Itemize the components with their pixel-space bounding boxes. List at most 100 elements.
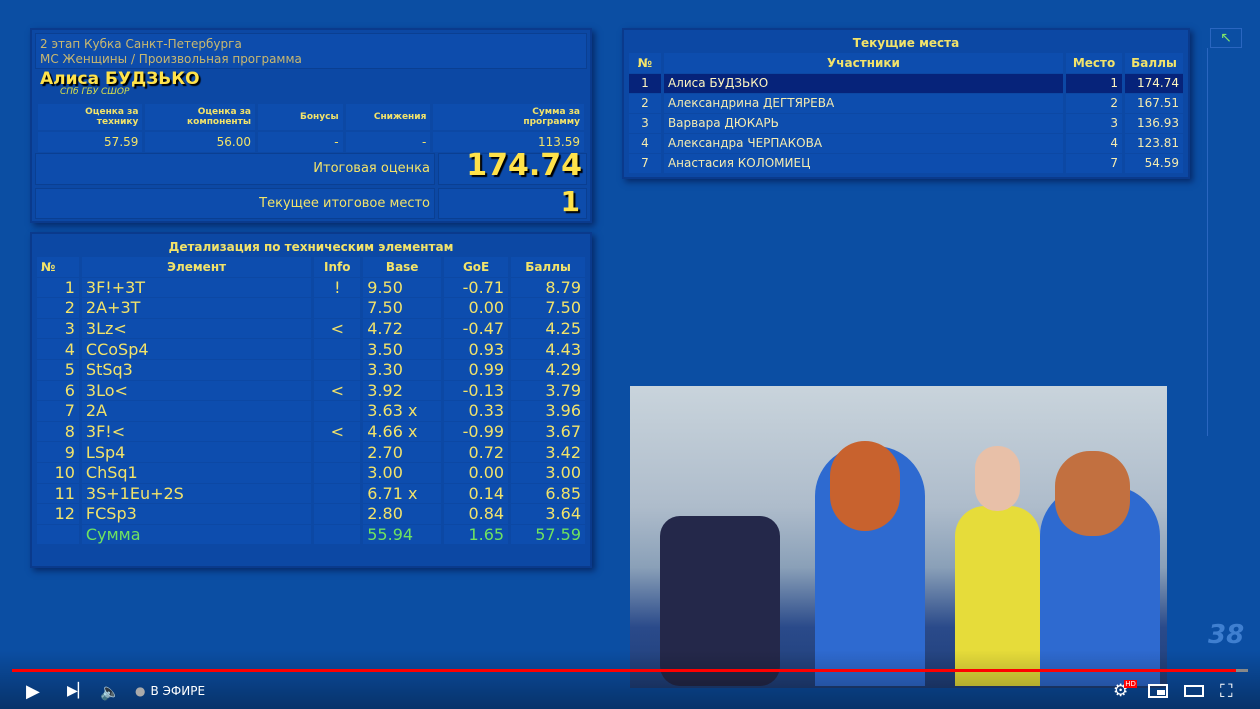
element-cell xyxy=(314,401,361,421)
live-label: В ЭФИРЕ xyxy=(150,684,206,698)
standings-title: Текущие места xyxy=(852,36,960,50)
element-cell: 8 xyxy=(37,421,79,442)
standings-row[interactable]: 3 Варвара ДЮКАРЬ 3 136.93 xyxy=(629,113,1183,133)
element-cell: 0.00 xyxy=(444,462,509,483)
element-cell: 3Lz< xyxy=(81,318,312,339)
element-cell: 4.43 xyxy=(511,339,585,359)
element-cell: 3.50 xyxy=(363,339,442,359)
element-cell: 3.64 xyxy=(511,504,585,524)
program-total-value: 113.59 xyxy=(433,132,584,152)
element-cell: 4.72 xyxy=(363,318,442,339)
element-cell: -0.99 xyxy=(444,421,509,442)
divider xyxy=(1207,48,1208,436)
element-cell: 2 xyxy=(37,298,79,318)
theater-mode-button[interactable] xyxy=(1184,680,1204,702)
element-cell: < xyxy=(314,380,361,401)
kiss-and-cry-video xyxy=(630,386,1167,688)
elements-table: № Элемент Info Base GoE Баллы 1 3F!+3T! 9.50 -0.… xyxy=(34,256,588,545)
next-button[interactable]: ▶▏ xyxy=(67,683,89,699)
standings-cell: 3 xyxy=(629,113,661,133)
element-cell: 3 xyxy=(37,318,79,339)
element-cell: 2A+3T xyxy=(81,298,312,318)
element-cell: 8.79 xyxy=(511,277,585,298)
element-cell: 4.66 x xyxy=(363,421,442,442)
miniplayer-button[interactable] xyxy=(1148,680,1168,702)
standings-row[interactable]: 2 Александрина ДЕГТЯРЕВА 2 167.51 xyxy=(629,93,1183,113)
standings-cell: 54.59 xyxy=(1125,153,1183,173)
element-row: 2 2A+3T 7.50 0.00 7.50 xyxy=(37,298,585,318)
element-cell: 6.85 xyxy=(511,483,585,504)
collapse-button[interactable]: ↖ xyxy=(1210,28,1242,48)
element-cell: 11 xyxy=(37,483,79,504)
element-cell: 4.29 xyxy=(511,359,585,380)
standings-cell: Варвара ДЮКАРЬ xyxy=(663,113,1064,133)
element-cell: 2A xyxy=(81,401,312,421)
standings-cell: 2 xyxy=(629,93,661,113)
elements-col-header: Элемент xyxy=(81,257,312,277)
element-sum-cell: 1.65 xyxy=(444,524,509,545)
element-cell: 3S+1Eu+2S xyxy=(81,483,312,504)
element-cell: 0.99 xyxy=(444,359,509,380)
element-cell xyxy=(314,339,361,359)
standings-col-header: Участники xyxy=(663,53,1064,73)
watermark-logo: 38 xyxy=(1208,620,1245,650)
element-sum-cell: Сумма xyxy=(81,524,312,545)
element-cell: -0.13 xyxy=(444,380,509,401)
element-cell: FCSp3 xyxy=(81,504,312,524)
element-row: 11 3S+1Eu+2S 6.71 x 0.14 6.85 xyxy=(37,483,585,504)
elements-title: Детализация по техническим элементам xyxy=(168,240,454,254)
standings-cell: Алиса БУДЗЬКО xyxy=(663,73,1064,93)
settings-button[interactable]: ⚙ HD xyxy=(1113,680,1137,701)
element-cell: 4 xyxy=(37,339,79,359)
element-sum-cell: 55.94 xyxy=(363,524,442,545)
element-cell: 12 xyxy=(37,504,79,524)
standings-cell: 167.51 xyxy=(1125,93,1183,113)
element-cell: 1 xyxy=(37,277,79,298)
pcs-header: Оценка за компоненты xyxy=(145,104,255,130)
standings-row[interactable]: 4 Александра ЧЕРПАКОВА 4 123.81 xyxy=(629,133,1183,153)
element-cell: 3Lo< xyxy=(81,380,312,401)
player-gradient xyxy=(0,650,1260,709)
element-sum-cell: 57.59 xyxy=(511,524,585,545)
element-sum-cell xyxy=(314,524,361,545)
element-cell: 3F!+3T xyxy=(81,277,312,298)
element-row: 12 FCSp3 2.80 0.84 3.64 xyxy=(37,504,585,524)
score-breakdown: Оценка за технику Оценка за компоненты Б… xyxy=(35,102,587,154)
element-row: 1 3F!+3T! 9.50 -0.71 8.79 xyxy=(37,277,585,298)
element-cell: 0.00 xyxy=(444,298,509,318)
volume-icon[interactable]: 🔈 xyxy=(100,681,120,701)
standings-table: № Участники Место Баллы 1 Алиса БУДЗЬКО 1 174.… xyxy=(626,52,1186,174)
element-cell: 4.25 xyxy=(511,318,585,339)
standings-cell: Александрина ДЕГТЯРЕВА xyxy=(663,93,1064,113)
element-cell xyxy=(314,462,361,483)
element-cell: 6 xyxy=(37,380,79,401)
play-button[interactable]: ▶ xyxy=(26,680,40,702)
fullscreen-button[interactable]: ⛶ xyxy=(1220,680,1233,702)
progress-bar[interactable] xyxy=(12,669,1248,672)
element-cell: StSq3 xyxy=(81,359,312,380)
element-cell: 6.71 x xyxy=(363,483,442,504)
standings-col-header: Баллы xyxy=(1125,53,1183,73)
standings-cell: 123.81 xyxy=(1125,133,1183,153)
element-cell: 3F!< xyxy=(81,421,312,442)
element-cell xyxy=(314,483,361,504)
deductions-header: Снижения xyxy=(345,104,431,130)
standings-row[interactable]: 1 Алиса БУДЗЬКО 1 174.74 xyxy=(629,73,1183,93)
pcs-value: 56.00 xyxy=(145,132,255,152)
element-cell: LSp4 xyxy=(81,442,312,462)
progress-fill xyxy=(12,669,1236,672)
skater-club: СПб ГБУ СШОР xyxy=(60,87,130,97)
element-cell: 9.50 xyxy=(363,277,442,298)
standings-cell: Александра ЧЕРПАКОВА xyxy=(663,133,1064,153)
total-score: 174.74 xyxy=(466,148,582,183)
bonus-value: - xyxy=(258,132,343,152)
live-indicator[interactable]: ● В ЭФИРЕ xyxy=(135,680,205,702)
standings-row[interactable]: 7 Анастасия КОЛОМИЕЦ 7 54.59 xyxy=(629,153,1183,173)
current-place-label: Текущее итоговое место xyxy=(259,196,430,211)
standings-col-header: № xyxy=(629,53,661,73)
element-cell: 3.42 xyxy=(511,442,585,462)
element-sum-row: Сумма 55.94 1.65 57.59 xyxy=(37,524,585,545)
element-row: 10 ChSq1 3.00 0.00 3.00 xyxy=(37,462,585,483)
standings-cell: 7 xyxy=(629,153,661,173)
standings-cell: Анастасия КОЛОМИЕЦ xyxy=(663,153,1064,173)
